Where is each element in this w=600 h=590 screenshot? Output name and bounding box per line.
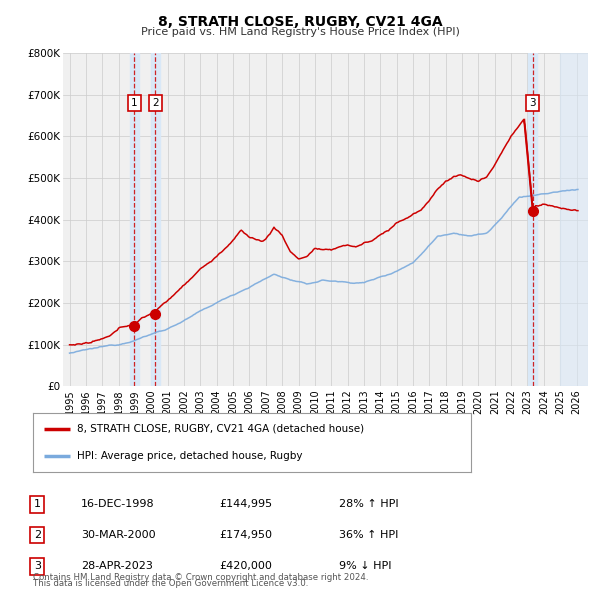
Text: £174,950: £174,950: [219, 530, 272, 540]
Bar: [529, 53, 538, 386]
Text: £420,000: £420,000: [219, 562, 272, 571]
Text: This data is licensed under the Open Government Licence v3.0.: This data is licensed under the Open Gov…: [33, 579, 308, 588]
Text: Price paid vs. HM Land Registry's House Price Index (HPI): Price paid vs. HM Land Registry's House …: [140, 27, 460, 37]
Text: 8, STRATH CLOSE, RUGBY, CV21 4GA: 8, STRATH CLOSE, RUGBY, CV21 4GA: [158, 15, 442, 30]
Text: Contains HM Land Registry data © Crown copyright and database right 2024.: Contains HM Land Registry data © Crown c…: [33, 573, 368, 582]
Text: 30-MAR-2000: 30-MAR-2000: [81, 530, 155, 540]
Text: 36% ↑ HPI: 36% ↑ HPI: [339, 530, 398, 540]
Text: HPI: Average price, detached house, Rugby: HPI: Average price, detached house, Rugb…: [77, 451, 302, 461]
Text: 9% ↓ HPI: 9% ↓ HPI: [339, 562, 391, 571]
Text: 3: 3: [530, 98, 536, 108]
Text: 2: 2: [152, 98, 159, 108]
Text: £144,995: £144,995: [219, 500, 272, 509]
Text: 16-DEC-1998: 16-DEC-1998: [81, 500, 155, 509]
Bar: [130, 53, 139, 386]
Text: 3: 3: [34, 562, 41, 571]
Text: 1: 1: [131, 98, 137, 108]
Text: 2: 2: [34, 530, 41, 540]
Bar: [151, 53, 160, 386]
Text: 28-APR-2023: 28-APR-2023: [81, 562, 153, 571]
Bar: [560, 53, 588, 386]
Text: 1: 1: [34, 500, 41, 509]
Text: 8, STRATH CLOSE, RUGBY, CV21 4GA (detached house): 8, STRATH CLOSE, RUGBY, CV21 4GA (detach…: [77, 424, 364, 434]
Text: 28% ↑ HPI: 28% ↑ HPI: [339, 500, 398, 509]
